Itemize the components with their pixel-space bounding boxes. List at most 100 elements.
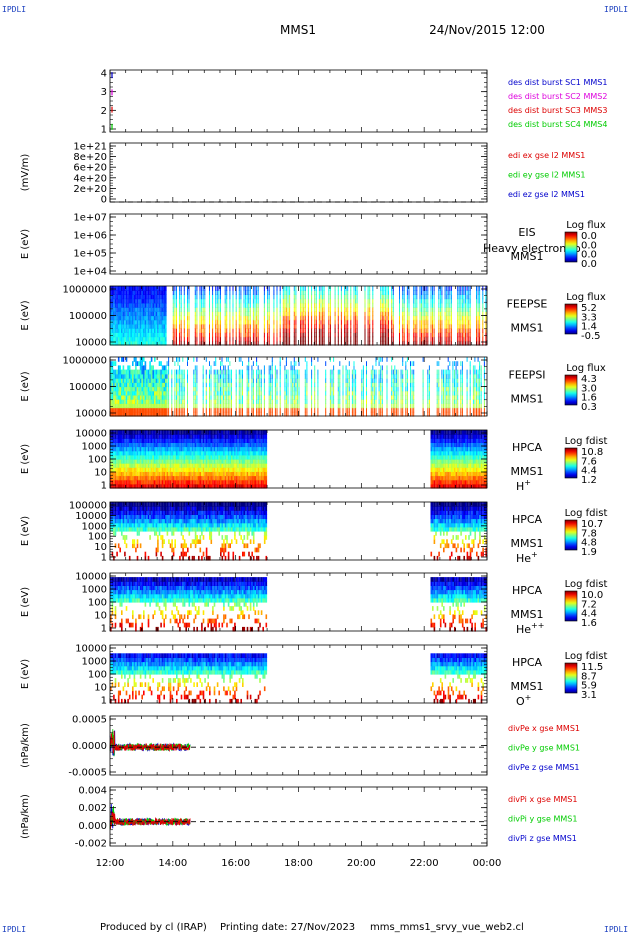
feepse-cell (240, 302, 242, 308)
feepsi-cell (187, 369, 188, 375)
feepsi-cell (180, 411, 182, 417)
feepsi-cell (171, 378, 173, 383)
feepsi-cell (240, 403, 242, 409)
hpca_h-cell (138, 467, 140, 472)
feepsi-cell (406, 369, 408, 375)
feepse-cell (433, 286, 435, 291)
hpca_h-cell (143, 434, 145, 439)
feepse-cell (347, 328, 349, 333)
feepsi-cell (122, 365, 125, 371)
feepse-cell (419, 311, 421, 317)
feepsi-cell (372, 386, 374, 392)
feepsi-cell (165, 411, 167, 417)
feepse-cell (121, 307, 123, 312)
feepsi-cell (130, 407, 132, 413)
feepse-cell (187, 298, 188, 304)
feepsi-cell (290, 390, 292, 396)
feepse-cell (469, 328, 471, 333)
feepsi-cell (111, 394, 114, 400)
feepsi-cell (150, 407, 153, 413)
feepsi-cell (411, 411, 413, 417)
feepse-cell (212, 302, 214, 308)
feepsi-cell (449, 390, 451, 396)
feepse-cell (110, 290, 112, 295)
feepsi-cell (242, 386, 243, 392)
feepse-cell (414, 315, 416, 321)
feepsi-cell (251, 365, 253, 371)
feepse-cell (246, 302, 248, 308)
feepsi-cell (304, 390, 306, 396)
feepsi-cell (183, 403, 185, 409)
feepse-cell (141, 332, 143, 338)
feepse-cell (150, 340, 153, 346)
feepse-cell (482, 340, 484, 346)
feepsi-cell (119, 394, 121, 400)
feepse-cell (187, 302, 188, 308)
feepse-cell (263, 315, 265, 321)
feepsi-cell (226, 378, 228, 383)
feepse-cell (311, 332, 313, 338)
hpca_h-cell (141, 434, 143, 439)
feepse-cell (161, 319, 164, 325)
feepsi-cell (124, 373, 126, 379)
feepsi-cell (139, 386, 142, 392)
feepsi-cell (182, 403, 184, 409)
feepsi-cell (460, 394, 462, 400)
feepse-cell (422, 311, 424, 317)
feepsi-cell (209, 378, 210, 383)
feepse-cell (364, 332, 366, 338)
feepsi-cell (202, 386, 204, 392)
feepsi-cell (114, 403, 117, 409)
feepse-cell (439, 319, 441, 325)
feepsi-cell (130, 411, 132, 417)
feepse-cell (248, 307, 250, 312)
feepsi-cell (226, 386, 228, 392)
feepsi-cell (333, 369, 335, 375)
feepsi-cell (132, 373, 134, 379)
feepse-cell (439, 302, 441, 308)
feepsi-cell (141, 390, 143, 396)
feepsi-cell (413, 361, 415, 366)
feepsi-cell (182, 390, 184, 396)
hpca_h-cell (127, 454, 129, 460)
hpca_h-cell (117, 434, 120, 439)
feepse-cell (229, 332, 231, 338)
feepse-cell (446, 302, 448, 308)
feepse-cell (136, 328, 139, 333)
feepsi-cell (240, 407, 242, 413)
feepsi-cell (202, 407, 204, 413)
hpca_h-cell (138, 450, 140, 456)
feepsi-cell (397, 394, 399, 400)
feepsi-cell (161, 382, 164, 388)
feepsi-cell (110, 403, 112, 409)
feepsi-cell (314, 394, 316, 400)
feepsi-cell (149, 386, 151, 392)
feepsi-cell (391, 394, 393, 400)
feepse-cell (444, 302, 446, 308)
feepse-cell (243, 298, 245, 304)
feepsi-cell (317, 386, 319, 392)
feepse-cell (329, 286, 331, 291)
feepse-cell (154, 311, 156, 317)
feepse-cell (485, 290, 487, 295)
feepse-cell (146, 290, 148, 295)
feepse-cell (419, 328, 421, 333)
feepse-cell (414, 319, 416, 325)
feepsi-cell (317, 407, 319, 413)
feepsi-cell (477, 390, 479, 396)
feepsi-cell (472, 394, 474, 400)
feepsi-cell (263, 373, 265, 379)
hpca_h-cell (128, 459, 131, 464)
feepse-cell (329, 307, 331, 312)
feepse-cell (469, 294, 471, 300)
feepsi-cell (461, 399, 463, 404)
feepse-cell (141, 336, 143, 342)
feepsi-cell (158, 407, 161, 413)
feepsi-cell (110, 399, 112, 404)
feepse-cell (322, 340, 324, 346)
feepsi-cell (447, 373, 449, 379)
feepse-cell (268, 290, 270, 295)
hpca_h-cell (119, 479, 121, 485)
feepse-cell (466, 336, 468, 342)
feepse-cell (141, 302, 143, 308)
